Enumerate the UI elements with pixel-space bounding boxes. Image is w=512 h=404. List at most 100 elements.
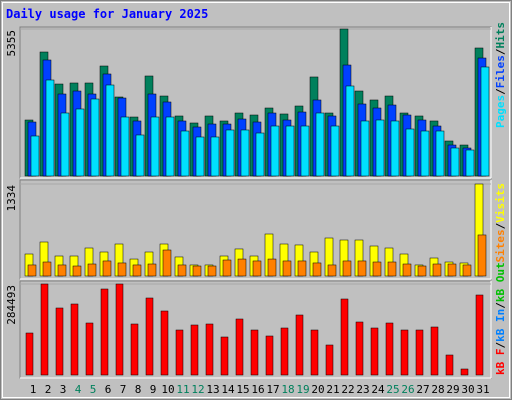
bar (360, 120, 370, 177)
bar (435, 130, 445, 177)
bar (295, 314, 304, 376)
bar (265, 335, 274, 376)
bar (312, 262, 322, 277)
x-tick-label: 20 (311, 383, 324, 396)
bar (195, 136, 205, 177)
bar (105, 84, 115, 177)
bar (475, 294, 484, 376)
y-tick-label: 284493 (5, 285, 18, 325)
x-tick-label: 24 (371, 383, 385, 396)
bar (55, 307, 64, 376)
bar (462, 264, 472, 277)
bar (57, 264, 67, 277)
legend: Pages/Files/Hits (494, 22, 507, 128)
bar (255, 132, 265, 177)
legend-separator: / (494, 302, 507, 309)
bar (240, 129, 250, 177)
x-tick-label: 13 (206, 383, 219, 396)
legend-entry: kB F (494, 349, 507, 376)
bar (42, 261, 52, 277)
x-tick-label: 5 (90, 383, 97, 396)
bar (160, 310, 169, 376)
x-tick-label: 28 (431, 383, 444, 396)
legend-separator: / (494, 88, 507, 95)
bar (102, 260, 112, 277)
bar (45, 79, 55, 177)
legend-separator: / (494, 222, 507, 229)
legend-entry: Files (494, 55, 507, 88)
bar (330, 125, 340, 177)
bar (357, 260, 367, 277)
bar (400, 329, 409, 376)
x-tick-label: 3 (60, 383, 67, 396)
bar (402, 263, 412, 277)
bar (385, 322, 394, 376)
bar (325, 344, 334, 376)
bar (207, 265, 217, 277)
legend-entry: Visits (494, 183, 507, 223)
bar (445, 354, 454, 376)
bar (372, 261, 382, 277)
bar (280, 327, 289, 376)
bar (90, 98, 100, 177)
legend-entry: Sites (494, 229, 507, 262)
bar (235, 318, 244, 376)
x-tick-label: 25 (386, 383, 399, 396)
bar (460, 368, 469, 376)
bar (297, 260, 307, 277)
x-tick-label: 7 (120, 383, 127, 396)
bar (315, 112, 325, 177)
x-tick-label: 15 (236, 383, 249, 396)
bar (300, 125, 310, 177)
bar (87, 263, 97, 277)
x-tick-label: 12 (191, 383, 204, 396)
x-tick-label: 23 (356, 383, 369, 396)
bar (117, 262, 127, 277)
bar (390, 120, 400, 177)
bar (340, 298, 349, 376)
legend-entry: Pages (494, 95, 507, 128)
chart-title: Daily usage for January 2025 (6, 7, 208, 21)
y-tick-label: 1334 (5, 185, 18, 212)
bar (147, 263, 157, 277)
bar (450, 147, 460, 177)
bar (225, 129, 235, 177)
bar (132, 264, 142, 277)
x-tick-label: 1 (30, 383, 37, 396)
bar (480, 66, 490, 177)
border (2, 2, 510, 398)
legend-separator: / (494, 48, 507, 55)
x-tick-label: 6 (105, 383, 112, 396)
x-tick-label: 22 (341, 383, 354, 396)
bar (420, 130, 430, 177)
x-tick-label: 4 (75, 383, 82, 396)
bar (387, 261, 397, 277)
bar (270, 125, 280, 177)
bar (130, 323, 139, 376)
bar (150, 116, 160, 177)
bar (430, 326, 439, 376)
bar (415, 329, 424, 376)
bar (345, 85, 355, 177)
legend-entry: kB Out (494, 262, 507, 302)
bar (100, 288, 109, 376)
bar (405, 128, 415, 177)
x-tick-label: 27 (416, 383, 429, 396)
bar (285, 125, 295, 177)
bar (250, 329, 259, 376)
bar (310, 329, 319, 376)
legend-entry: Hits (494, 22, 507, 49)
bar (210, 136, 220, 177)
x-tick-label: 29 (446, 383, 459, 396)
bar (447, 263, 457, 277)
x-tick-label: 14 (221, 383, 235, 396)
bar (70, 303, 79, 376)
bar (417, 265, 427, 277)
bar (190, 324, 199, 376)
bar (222, 259, 232, 277)
bar (180, 130, 190, 177)
bar (432, 263, 442, 277)
bar (145, 297, 154, 376)
bar (115, 283, 124, 376)
